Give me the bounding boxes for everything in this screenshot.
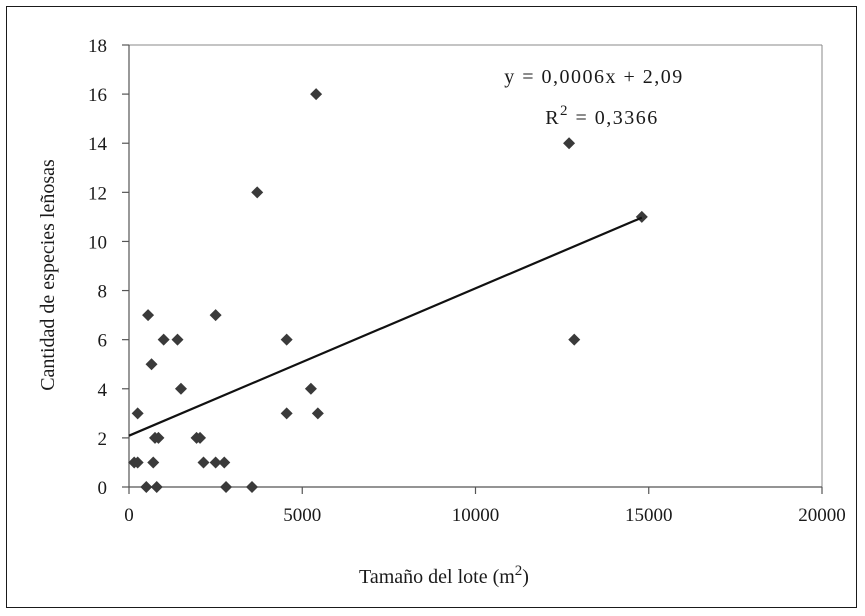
data-point <box>194 431 207 444</box>
data-point <box>147 456 160 469</box>
data-point <box>197 456 210 469</box>
y-tick-label: 16 <box>88 85 107 106</box>
data-point <box>568 333 581 346</box>
data-point <box>131 456 144 469</box>
y-tick-label: 14 <box>88 134 108 155</box>
data-point <box>310 88 323 101</box>
data-point <box>140 481 153 493</box>
x-tick-label: 15000 <box>625 505 673 526</box>
y-tick-label: 4 <box>98 380 108 401</box>
y-ticks: 0 2 4 6 8 10 12 14 16 18 <box>88 36 129 499</box>
data-point <box>635 210 648 223</box>
data-point <box>174 382 187 395</box>
r-squared-sup: 2 <box>560 103 569 119</box>
data-point <box>218 456 231 469</box>
y-tick-label: 18 <box>88 36 107 57</box>
y-axis-title: Cantidad de especies leñosas <box>37 159 59 391</box>
y-tick-label: 2 <box>98 429 108 450</box>
data-point <box>150 481 163 493</box>
x-tick-label: 10000 <box>452 505 500 526</box>
y-tick-label: 6 <box>98 331 108 352</box>
data-points <box>128 88 648 493</box>
data-point <box>311 407 324 420</box>
data-point <box>251 186 264 199</box>
data-point <box>209 309 222 322</box>
r-squared-label: R2 = 0,3366 <box>545 103 659 129</box>
r-squared-prefix: R <box>545 107 560 129</box>
data-point <box>142 309 155 322</box>
data-point <box>157 333 170 346</box>
axes <box>128 44 823 488</box>
data-point <box>246 481 259 493</box>
x-axis-title-sup: 2 <box>515 563 523 579</box>
x-tick-label: 0 <box>124 505 134 526</box>
data-point <box>152 431 165 444</box>
x-axis-title-text: Tamaño del lote (m <box>359 566 515 588</box>
data-point <box>280 407 293 420</box>
data-point <box>171 333 184 346</box>
y-tick-label: 12 <box>88 183 107 204</box>
y-tick-label: 8 <box>98 282 108 303</box>
data-point <box>131 407 144 420</box>
regression-equation: y = 0,0006x + 2,09 <box>504 66 684 88</box>
x-tick-label: 20000 <box>798 505 846 526</box>
data-point <box>304 382 317 395</box>
x-tick-label: 5000 <box>283 505 321 526</box>
r-squared-value: = 0,3366 <box>569 107 659 129</box>
y-tick-label: 10 <box>88 232 107 253</box>
trendline <box>128 216 643 437</box>
y-tick-label: 0 <box>98 478 108 499</box>
x-axis-title: Tamaño del lote (m2) <box>359 563 529 588</box>
data-point <box>145 358 158 371</box>
x-ticks: 0 5000 10000 15000 20000 <box>124 487 846 526</box>
data-point <box>209 456 222 469</box>
data-point <box>220 481 233 493</box>
data-point <box>563 137 576 150</box>
x-axis-title-tail: ) <box>522 566 529 588</box>
data-point <box>280 333 293 346</box>
chart-frame <box>6 6 857 608</box>
